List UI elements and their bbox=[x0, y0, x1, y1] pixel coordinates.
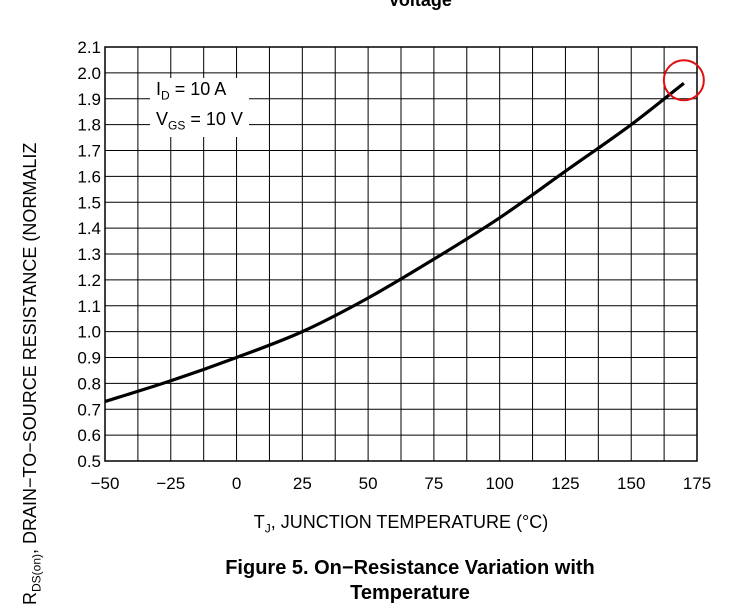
figure-caption-line1: Figure 5. On−Resistance Variation with bbox=[225, 557, 595, 579]
legend-vgs-main: V bbox=[156, 108, 169, 129]
legend-vgs-rest: = 10 V bbox=[185, 108, 243, 129]
y-tick-label: 1.0 bbox=[77, 323, 101, 342]
y-tick-label: 0.7 bbox=[77, 400, 101, 419]
y-tick-label: 2.0 bbox=[77, 64, 101, 83]
series-layer bbox=[104, 81, 685, 404]
legend-vgs: VGS = 10 V bbox=[156, 108, 243, 138]
x-tick-label: −50 bbox=[91, 474, 120, 493]
figure-caption-line2: Temperature bbox=[350, 582, 470, 604]
x-tick-label: 75 bbox=[424, 474, 443, 493]
x-tick-label: −25 bbox=[156, 474, 185, 493]
x-tick-label: 175 bbox=[683, 474, 711, 493]
x-label-sub: J bbox=[264, 521, 271, 536]
x-label-main: T bbox=[253, 512, 265, 532]
legend-id-rest: = 10 A bbox=[169, 79, 227, 99]
y-tick-label: 0.8 bbox=[77, 374, 101, 393]
x-tick-label: 0 bbox=[232, 474, 241, 493]
x-axis-label: TJ, JUNCTION TEMPERATURE (°C) bbox=[0, 512, 732, 536]
x-tick-label: 25 bbox=[293, 474, 312, 493]
y-tick-label: 1.7 bbox=[77, 142, 101, 161]
y-tick-label: 2.1 bbox=[77, 38, 101, 57]
y-tick-label: 1.3 bbox=[77, 245, 101, 264]
y-tick-label: 0.6 bbox=[77, 426, 101, 445]
series-line bbox=[104, 81, 685, 404]
legend-id-sub: D bbox=[161, 88, 170, 103]
figure-caption: Figure 5. On−Resistance Variation with T… bbox=[110, 556, 710, 606]
x-tick-label: 125 bbox=[551, 474, 579, 493]
plot-frame bbox=[104, 46, 698, 462]
x-tick-label: 100 bbox=[485, 474, 513, 493]
y-tick-label: 1.2 bbox=[77, 271, 101, 290]
x-tick-label: 150 bbox=[617, 474, 645, 493]
y-tick-label: 1.6 bbox=[77, 167, 101, 186]
highlight-layer bbox=[662, 59, 705, 102]
highlight-circle bbox=[662, 59, 705, 102]
y-tick-label: 1.4 bbox=[77, 219, 101, 238]
y-tick-label: 0.9 bbox=[77, 349, 101, 368]
y-tick-label: 1.5 bbox=[77, 193, 101, 212]
legend: ID = 10 A VGS = 10 V bbox=[150, 78, 249, 138]
legend-id: ID = 10 A bbox=[156, 78, 243, 108]
y-tick-label: 1.1 bbox=[77, 297, 101, 316]
x-label-rest: , JUNCTION TEMPERATURE (°C) bbox=[270, 512, 549, 532]
legend-id-main: I bbox=[156, 79, 162, 99]
grid bbox=[104, 46, 698, 462]
top-caption: Voltage bbox=[388, 0, 452, 10]
tick-labels: 0.5 0.6 0.7 0.8 0.9 1.0 1.1 1.2 1.3 1.4 1.5 1.6 1.7 1… bbox=[77, 38, 711, 493]
x-tick-label: 50 bbox=[359, 474, 378, 493]
y-tick-label: 1.8 bbox=[77, 116, 101, 135]
y-tick-label: 0.5 bbox=[77, 452, 101, 471]
legend-vgs-sub: GS bbox=[168, 118, 186, 133]
y-tick-label: 1.9 bbox=[77, 90, 101, 109]
